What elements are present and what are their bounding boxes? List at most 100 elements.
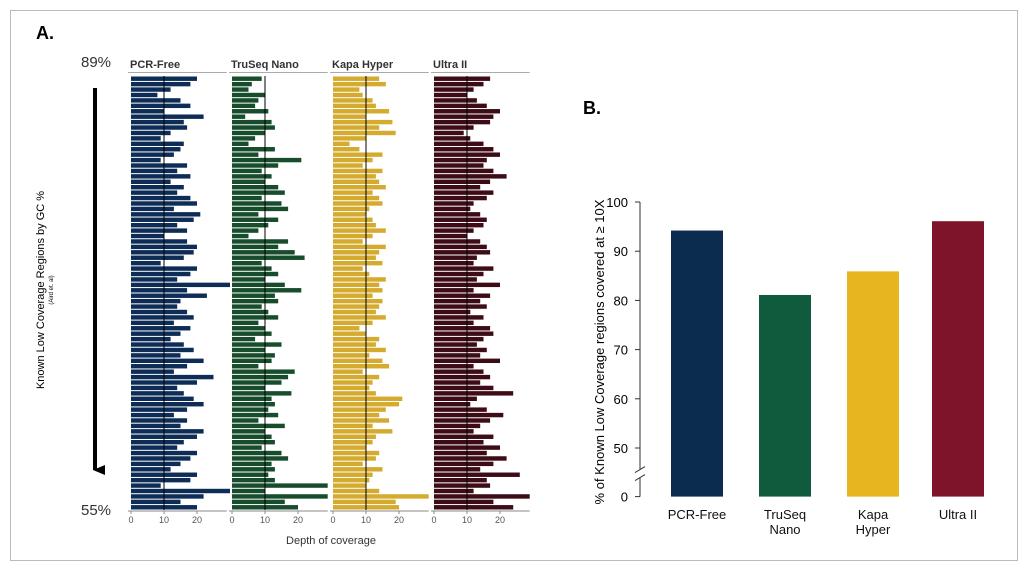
bar — [333, 456, 376, 461]
bar — [232, 201, 282, 206]
y-tick-label: 100 — [606, 195, 628, 210]
bar — [932, 221, 984, 497]
bar — [434, 119, 491, 125]
bar — [131, 461, 181, 467]
bar — [232, 179, 265, 184]
bar — [434, 277, 477, 282]
bar — [434, 239, 481, 244]
bar — [232, 391, 292, 396]
bar — [232, 81, 252, 87]
bar — [232, 222, 269, 228]
bar — [333, 282, 380, 288]
y-axis-note: (Aird et. al) — [49, 275, 55, 304]
bar — [671, 230, 723, 497]
bar — [232, 434, 272, 439]
bar — [232, 130, 265, 136]
bar — [131, 125, 188, 130]
bar — [232, 385, 265, 391]
bar — [232, 374, 289, 380]
bar — [131, 477, 191, 483]
bar — [232, 396, 272, 401]
bar — [434, 125, 474, 130]
bar — [333, 168, 383, 174]
panel-title: PCR-Free — [130, 59, 180, 71]
bar — [131, 87, 171, 92]
bar — [434, 494, 530, 499]
bar — [434, 168, 494, 174]
bar — [434, 364, 474, 369]
bar — [232, 260, 262, 266]
x-tick-label: 0 — [330, 515, 335, 525]
bar — [847, 271, 899, 497]
bar — [232, 467, 275, 472]
bar — [759, 294, 811, 497]
bar — [434, 315, 484, 320]
x-tick-label: 20 — [394, 515, 404, 525]
bar — [131, 168, 178, 174]
bar — [232, 353, 275, 358]
bar — [333, 347, 386, 353]
bar — [333, 326, 360, 331]
bar — [434, 450, 487, 456]
bar — [232, 380, 282, 385]
bar — [333, 228, 386, 233]
bar — [232, 271, 279, 277]
bar — [232, 298, 279, 304]
y-tick-label: 80 — [614, 293, 628, 308]
bar — [333, 217, 373, 222]
bar — [434, 418, 491, 423]
bar — [434, 293, 491, 298]
bar — [232, 483, 328, 488]
panel-title: Ultra II — [433, 59, 467, 71]
bar — [131, 239, 188, 244]
bar — [232, 429, 265, 434]
bar — [131, 423, 181, 429]
y-tick-label: 70 — [614, 343, 628, 358]
bar — [333, 407, 386, 412]
bar — [131, 92, 158, 98]
bar — [333, 206, 370, 212]
bar — [333, 309, 376, 315]
bar — [333, 141, 350, 147]
y-tick-label: 60 — [614, 392, 628, 407]
bar — [434, 456, 507, 461]
bar — [333, 472, 373, 477]
bar — [131, 152, 174, 157]
bar — [131, 81, 191, 87]
bar — [232, 119, 272, 125]
bar — [131, 488, 230, 494]
bar — [232, 114, 246, 119]
bar — [434, 396, 477, 401]
bar — [131, 179, 171, 184]
bar — [232, 136, 256, 141]
bar — [131, 222, 178, 228]
x-tick-label: PCR-Free — [667, 506, 727, 522]
bar — [333, 450, 380, 456]
bar — [232, 423, 285, 429]
bar — [232, 244, 279, 250]
bar — [333, 396, 403, 401]
bar — [131, 163, 188, 168]
bar — [131, 315, 194, 320]
bar — [232, 439, 275, 445]
bar — [131, 174, 191, 179]
bar — [434, 423, 481, 429]
y-bottom-label: 55% — [81, 502, 111, 519]
bar — [333, 412, 380, 418]
bar — [434, 174, 507, 179]
bar — [434, 472, 520, 477]
bar — [131, 288, 188, 293]
bar — [434, 326, 491, 331]
bar — [434, 228, 474, 233]
bar — [434, 488, 474, 494]
x-tick-label: 0 — [128, 515, 133, 525]
bar — [333, 380, 373, 385]
bar — [434, 288, 474, 293]
bar — [232, 92, 265, 98]
bar — [131, 109, 164, 114]
bar — [232, 190, 285, 195]
bar — [232, 320, 259, 326]
panel-label: A. — [36, 23, 54, 43]
bar — [131, 467, 171, 472]
bar — [333, 92, 363, 98]
